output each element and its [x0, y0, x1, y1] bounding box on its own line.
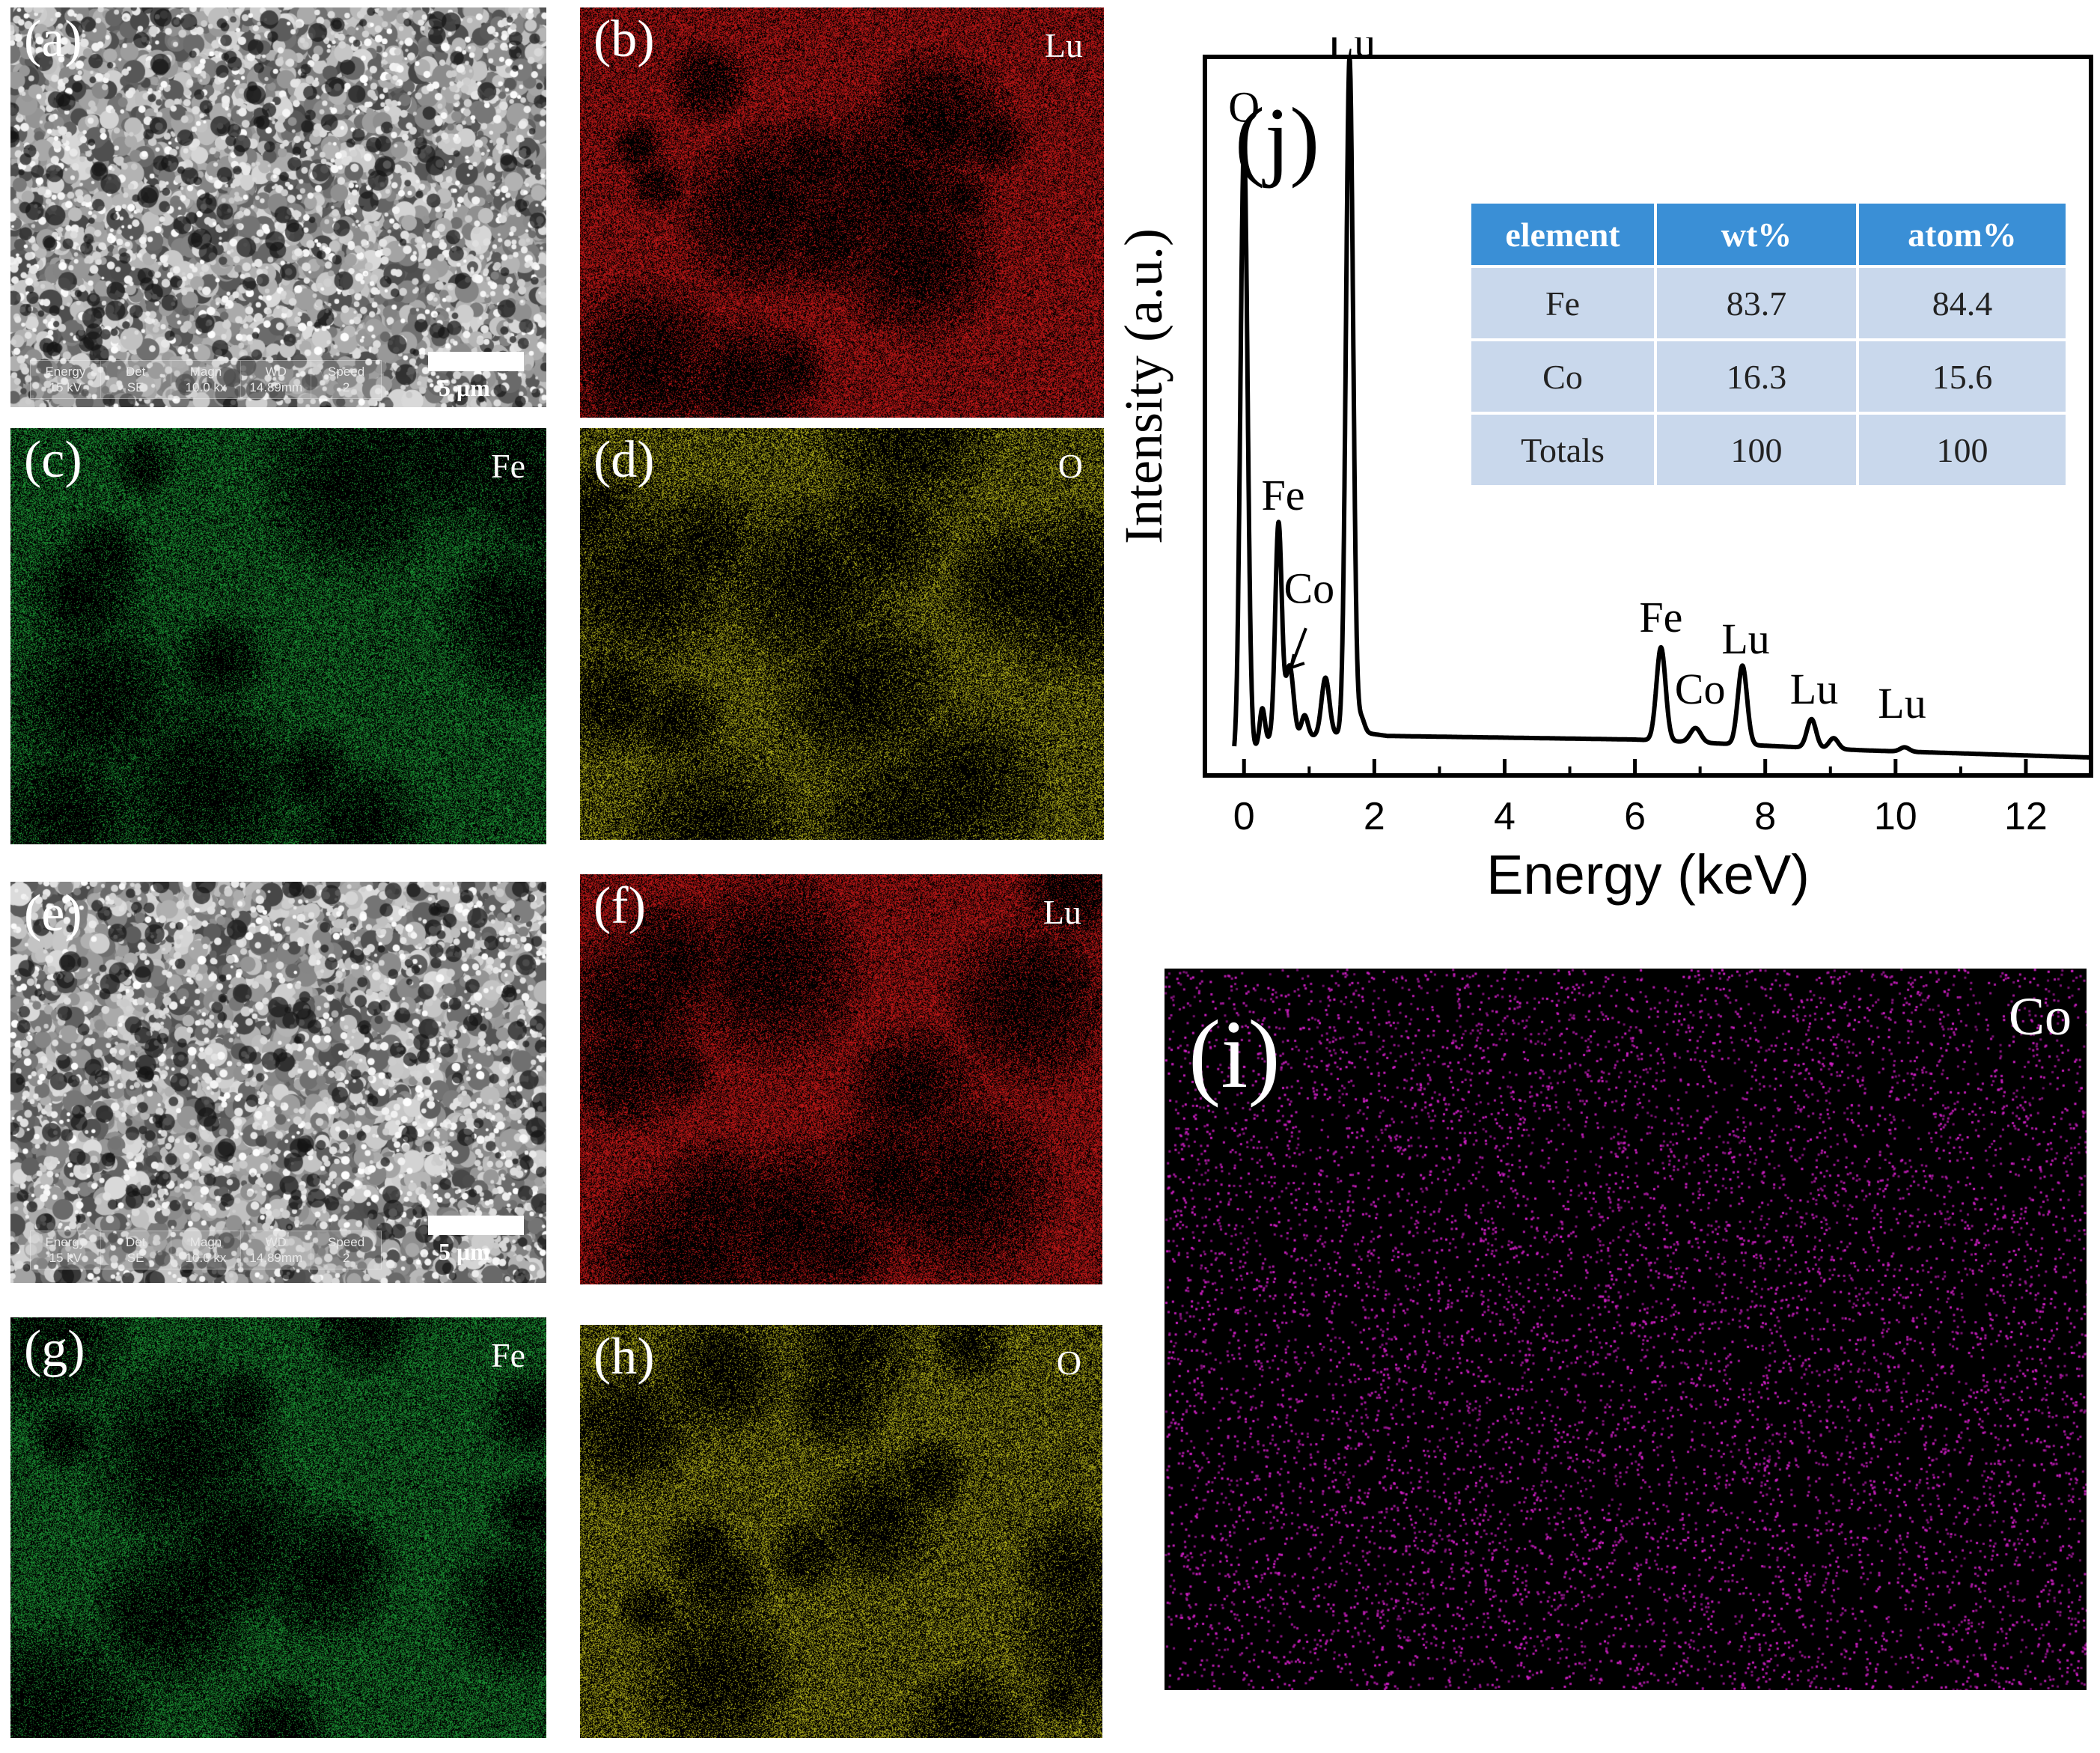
panel-label: (f) — [593, 877, 646, 935]
table-cell: 84.4 — [1858, 266, 2066, 341]
x-tick-label: 12 — [2004, 795, 2048, 838]
table-cell: Totals — [1471, 413, 1657, 488]
eds-map-fe: (c) Fe — [10, 428, 546, 844]
sem-info-bar: Energy 15 kV Det SE Magn 10.0 kx WD 14.89mm … — [30, 1231, 382, 1269]
eds-map-co: (i) Co — [1165, 969, 2087, 1690]
eds-map-o: (h) O — [580, 1325, 1102, 1738]
table-header: wt% — [1655, 204, 1859, 268]
panel-label: (c) — [24, 431, 82, 489]
sem-info-value: 15 kV — [49, 380, 82, 394]
sem-info-value: 2 — [342, 380, 350, 394]
sem-info-header: WD — [265, 1234, 287, 1249]
eds-map-texture — [580, 1325, 1102, 1738]
sem-info-header: Det — [125, 1234, 146, 1249]
scale-bar — [428, 1216, 524, 1235]
panel-label: (h) — [593, 1328, 655, 1385]
element-label: Fe — [491, 1336, 525, 1374]
sem-info-header: Magn — [189, 364, 222, 379]
element-label: O — [1056, 1344, 1081, 1382]
peak-annotation: Lu — [1328, 37, 1376, 67]
table-row: Totals 100 100 — [1471, 413, 2066, 488]
table-header: element — [1471, 204, 1657, 268]
eds-map-texture — [580, 428, 1104, 840]
element-label: O — [1057, 447, 1083, 485]
x-axis-label: Energy (keV) — [1486, 844, 1810, 906]
eds-map-texture — [10, 1317, 546, 1738]
peak-annotation: Lu — [1790, 665, 1838, 713]
x-tick-label: 4 — [1494, 795, 1516, 838]
sem-image-e: (e) Energy 15 kV Det SE Magn 10.0 kx WD 14.8… — [10, 882, 546, 1283]
scale-bar-label: 5 μm — [439, 374, 490, 401]
co-peak-arrow — [1289, 627, 1307, 671]
table-header-row: element wt% atom% — [1471, 204, 2066, 268]
scale-bar-label: 5 μm — [439, 1238, 490, 1265]
peak-annotation: Co — [1283, 564, 1334, 613]
sem-info-header: Det — [125, 364, 146, 379]
spectrum-line — [1232, 55, 2093, 760]
sem-info-header: Energy — [45, 364, 86, 379]
eds-map-o: (d) O — [580, 428, 1104, 840]
sem-image-a: (a) Energy 15 kV Det SE Magn 10.0 kx WD 14.8… — [10, 7, 546, 407]
eds-map-texture — [580, 874, 1102, 1284]
table-cell: 100 — [1858, 413, 2066, 488]
x-tick-label: 6 — [1624, 795, 1646, 838]
table-cell: 83.7 — [1655, 266, 1859, 341]
sem-info-value: 14.89mm — [249, 1251, 303, 1265]
eds-map-texture — [580, 7, 1104, 418]
axes-frame — [1203, 55, 2093, 778]
sem-info-value: 10.0 kx — [185, 380, 227, 394]
sem-info-bar: Energy 15 kV Det SE Magn 10.0 kx WD 14.89mm … — [30, 360, 382, 399]
panel-label: (b) — [593, 10, 655, 68]
table-row: Fe 83.7 84.4 — [1471, 266, 2066, 341]
table-cell: 15.6 — [1858, 340, 2066, 415]
table-row: Co 16.3 15.6 — [1471, 340, 2066, 415]
sem-info-value: SE — [126, 1251, 144, 1265]
sem-info-header: WD — [265, 364, 287, 379]
x-tick-label: 0 — [1233, 795, 1255, 838]
element-label: Co — [2008, 987, 2072, 1046]
eds-map-lu: (b) Lu — [580, 7, 1104, 418]
eds-map-texture — [10, 428, 546, 844]
sem-info-value: 14.89mm — [249, 380, 303, 394]
x-tick-label: 2 — [1364, 795, 1385, 838]
table-cell: 16.3 — [1655, 340, 1859, 415]
sem-info-value: 10.0 kx — [185, 1251, 227, 1265]
peak-annotation: Fe — [1639, 593, 1682, 641]
peak-annotation: Lu — [1721, 615, 1769, 663]
eds-composition-table: element wt% atom% Fe 83.7 84.4 Co 16.3 1… — [1471, 204, 2066, 488]
table-cell: 100 — [1655, 413, 1859, 488]
peak-annotation: Lu — [1878, 679, 1926, 728]
sem-info-header: Energy — [45, 1234, 86, 1249]
y-axis-label: Intensity (a.u.) — [1115, 228, 1173, 544]
panel-label: (e) — [24, 885, 82, 942]
sem-info-header: Speed — [328, 1234, 365, 1249]
scale-bar — [428, 352, 524, 371]
x-tick-label: 8 — [1754, 795, 1776, 838]
peak-annotation: Co — [1675, 665, 1726, 713]
eds-map-fe: (g) Fe — [10, 1317, 546, 1738]
sem-info-header: Magn — [189, 1234, 222, 1249]
element-label: Lu — [1044, 26, 1083, 64]
sem-info-value: 2 — [342, 1251, 350, 1265]
element-label: Fe — [491, 447, 525, 485]
sem-texture — [10, 7, 546, 407]
panel-label: (g) — [24, 1320, 85, 1378]
panel-label: (a) — [24, 10, 82, 68]
element-label: Lu — [1043, 893, 1081, 931]
x-tick-label: 10 — [1874, 795, 1917, 838]
sem-info-value: SE — [126, 380, 144, 394]
panel-label: (d) — [593, 431, 655, 489]
sem-info-header: Speed — [328, 364, 365, 379]
table-header: atom% — [1858, 204, 2066, 268]
table-cell: Fe — [1471, 266, 1657, 341]
eds-map-texture — [1165, 969, 2087, 1690]
table-cell: Co — [1471, 340, 1657, 415]
eds-map-lu: (f) Lu — [580, 874, 1102, 1284]
peak-annotation: Fe — [1261, 471, 1304, 519]
peak-annotation: O — [1228, 82, 1260, 131]
panel-label: (i) — [1188, 1001, 1281, 1109]
panel-label: (j) — [1235, 89, 1319, 189]
sem-info-value: 15 kV — [49, 1251, 82, 1265]
